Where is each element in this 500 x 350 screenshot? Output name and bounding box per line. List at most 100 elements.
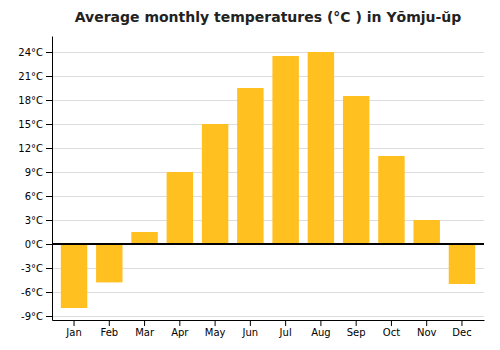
x-tick: Jan — [65, 320, 81, 338]
bar — [343, 96, 369, 244]
grid-tick — [52, 76, 484, 77]
x-tick-mark — [461, 320, 462, 326]
grid-tick — [52, 148, 484, 149]
x-tick: Apr — [171, 320, 189, 338]
x-tick: Mar — [135, 320, 155, 338]
x-tick: Feb — [100, 320, 118, 338]
grid-line — [52, 196, 484, 197]
y-tick: 21°C — [18, 71, 52, 82]
bar — [202, 124, 228, 244]
grid-tick — [52, 244, 484, 245]
x-tick-label: Jul — [279, 327, 292, 338]
x-tick-label: May — [205, 327, 226, 338]
y-tick-mark — [46, 196, 52, 197]
x-tick-mark — [179, 320, 180, 326]
x-tick: Aug — [311, 320, 331, 338]
x-tick-label: Aug — [311, 327, 331, 338]
grid-line — [52, 100, 484, 101]
grid-line — [52, 316, 484, 317]
x-tick: Oct — [383, 320, 400, 338]
x-tick-mark — [74, 320, 75, 326]
grid-tick — [52, 124, 484, 125]
grid-line — [52, 52, 484, 53]
x-tick-label: Jun — [242, 327, 259, 338]
y-tick-mark — [46, 292, 52, 293]
y-tick-mark — [46, 76, 52, 77]
grid — [52, 53, 484, 317]
grid-line — [52, 148, 484, 149]
y-tick-label: -6°C — [21, 287, 43, 298]
x-tick-mark — [391, 320, 392, 326]
y-tick-label: 24°C — [18, 47, 43, 58]
y-tick-mark — [46, 220, 52, 221]
x-tick-label: Jan — [65, 327, 81, 338]
plot: -9°C-6°C-3°C0°C3°C6°C9°C12°C15°C18°C21°C… — [18, 37, 484, 339]
x-tick-label: Apr — [171, 327, 189, 338]
y-tick: 0°C — [25, 239, 52, 250]
x-tick-label: Dec — [452, 327, 471, 338]
x-tick-label: Feb — [100, 327, 118, 338]
y-tick-mark — [46, 100, 52, 101]
grid-line — [52, 172, 484, 173]
y-tick-label: 3°C — [25, 215, 43, 226]
y-tick-mark — [46, 244, 52, 245]
y-tick-mark — [46, 172, 52, 173]
x-tick: Sep — [347, 320, 366, 338]
bar — [167, 172, 193, 244]
y-axis-line — [52, 37, 53, 321]
x-tick-label: Sep — [347, 327, 366, 338]
x-tick: Dec — [452, 320, 471, 338]
grid-tick — [52, 52, 484, 53]
y-tick-label: 18°C — [18, 95, 43, 106]
y-tick: 6°C — [25, 191, 52, 202]
y-tick-mark — [46, 316, 52, 317]
bar — [272, 56, 298, 244]
bar — [96, 244, 122, 282]
y-tick: 15°C — [18, 119, 52, 130]
bar — [449, 244, 475, 284]
y-tick-label: 0°C — [25, 239, 43, 250]
y-tick-label: 21°C — [18, 71, 43, 82]
bar — [413, 220, 439, 244]
x-tick: May — [205, 320, 226, 338]
bars — [52, 52, 484, 308]
y-tick: 24°C — [18, 47, 52, 58]
y-axis: -9°C-6°C-3°C0°C3°C6°C9°C12°C15°C18°C21°C… — [18, 37, 52, 322]
y-tick-label: 15°C — [18, 119, 43, 130]
x-axis: Jan Feb Mar Apr May Jun Jul Aug Sep Oct Nov Dec — [53, 320, 485, 338]
x-axis-line — [53, 320, 485, 321]
x-tick-mark — [356, 320, 357, 326]
bar — [237, 88, 263, 244]
x-tick-label: Mar — [135, 327, 155, 338]
chart: -9°C-6°C-3°C0°C3°C6°C9°C12°C15°C18°C21°C… — [0, 0, 500, 350]
bar — [131, 232, 157, 244]
x-tick-label: Oct — [383, 327, 400, 338]
y-tick-mark — [46, 268, 52, 269]
grid-tick — [52, 172, 484, 173]
grid-line — [52, 244, 484, 245]
x-tick-mark — [250, 320, 251, 326]
grid-tick — [52, 100, 484, 101]
x-tick-mark — [109, 320, 110, 326]
x-tick-mark — [215, 320, 216, 326]
y-tick: 9°C — [25, 167, 52, 178]
y-tick-label: 9°C — [25, 167, 43, 178]
grid-tick — [52, 316, 484, 317]
x-tick: Nov — [417, 320, 437, 338]
y-tick-label: -3°C — [21, 263, 43, 274]
y-tick-label: 6°C — [25, 191, 43, 202]
y-tick-mark — [46, 124, 52, 125]
y-tick-mark — [46, 52, 52, 53]
y-tick-mark — [46, 148, 52, 149]
x-tick-mark — [144, 320, 145, 326]
grid-line — [52, 76, 484, 77]
grid-line — [52, 124, 484, 125]
y-tick: -9°C — [21, 311, 52, 322]
bar — [61, 244, 87, 308]
x-tick: Jun — [242, 320, 259, 338]
x-tick-mark — [426, 320, 427, 326]
zero-line — [52, 243, 484, 245]
x-tick: Jul — [279, 320, 292, 338]
x-tick-mark — [320, 320, 321, 326]
title: Average monthly temperatures (°C ) in Yō… — [75, 9, 462, 25]
